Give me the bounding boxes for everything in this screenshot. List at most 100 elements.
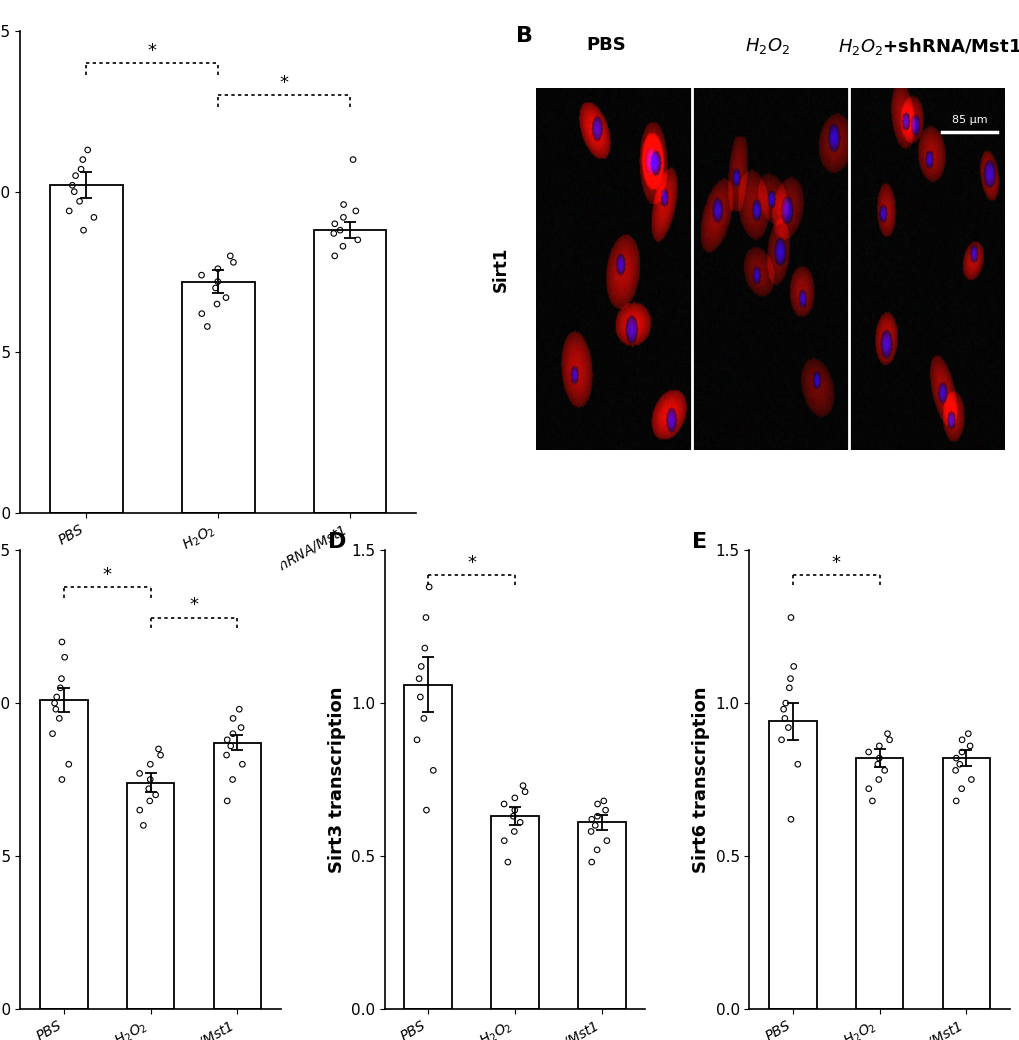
Point bbox=[350, 232, 366, 249]
Point bbox=[142, 756, 158, 773]
Point bbox=[225, 254, 242, 270]
Point bbox=[878, 725, 895, 742]
Point bbox=[515, 777, 531, 794]
Text: *: * bbox=[830, 553, 840, 572]
Text: 85 μm: 85 μm bbox=[951, 114, 986, 125]
Point bbox=[54, 633, 70, 650]
Point bbox=[589, 796, 605, 812]
Point bbox=[411, 671, 427, 687]
Point bbox=[588, 841, 604, 858]
Point bbox=[210, 260, 226, 277]
Point bbox=[953, 780, 969, 797]
Point bbox=[222, 248, 238, 264]
Point bbox=[71, 193, 88, 210]
Text: $H_2O_2$: $H_2O_2$ bbox=[745, 36, 790, 56]
Point bbox=[326, 215, 342, 232]
Point bbox=[136, 817, 152, 834]
Point bbox=[234, 756, 251, 773]
Bar bbox=[855, 758, 903, 1009]
Point bbox=[64, 177, 81, 193]
Point bbox=[517, 783, 533, 800]
Point bbox=[67, 167, 84, 184]
Point bbox=[347, 203, 364, 219]
Point bbox=[774, 701, 791, 718]
Point bbox=[74, 151, 91, 167]
Point bbox=[224, 772, 240, 788]
Point bbox=[44, 725, 60, 742]
Point bbox=[51, 710, 67, 727]
Bar bbox=[213, 743, 261, 1009]
Text: *: * bbox=[103, 566, 111, 583]
Text: *: * bbox=[279, 74, 288, 93]
Point bbox=[595, 792, 611, 809]
Point bbox=[421, 578, 437, 595]
Bar bbox=[50, 185, 122, 513]
Bar bbox=[942, 758, 989, 1009]
Point bbox=[505, 824, 522, 840]
Point bbox=[772, 731, 789, 748]
Bar bbox=[314, 230, 386, 513]
Point bbox=[416, 710, 432, 727]
Point bbox=[335, 209, 352, 226]
Point bbox=[199, 318, 215, 335]
Text: *: * bbox=[148, 42, 157, 60]
Point bbox=[231, 701, 248, 718]
Point bbox=[598, 832, 614, 849]
Point bbox=[325, 225, 341, 241]
Point bbox=[961, 737, 977, 754]
Point bbox=[789, 756, 805, 773]
Point bbox=[776, 695, 793, 711]
Point bbox=[880, 731, 897, 748]
Point bbox=[60, 756, 76, 773]
Point bbox=[218, 747, 234, 763]
Point bbox=[326, 248, 342, 264]
Point bbox=[869, 756, 886, 773]
Point bbox=[148, 786, 164, 803]
Point bbox=[860, 780, 876, 797]
Text: PBS: PBS bbox=[586, 36, 626, 54]
Point bbox=[48, 701, 64, 718]
Point bbox=[418, 802, 434, 818]
Text: $H_2O_2$+shRNA/Mst1: $H_2O_2$+shRNA/Mst1 bbox=[837, 36, 1019, 57]
Point bbox=[53, 671, 69, 687]
Point bbox=[504, 808, 521, 825]
Point bbox=[499, 854, 516, 870]
Bar bbox=[126, 782, 174, 1009]
Point bbox=[512, 814, 528, 831]
Point bbox=[495, 832, 512, 849]
Point bbox=[219, 792, 235, 809]
Point bbox=[962, 772, 978, 788]
Point bbox=[207, 280, 223, 296]
Point bbox=[780, 720, 796, 736]
Point bbox=[953, 744, 969, 760]
Point bbox=[52, 679, 68, 696]
Point bbox=[951, 756, 967, 773]
Point bbox=[72, 161, 89, 178]
Point bbox=[210, 274, 226, 290]
Point bbox=[131, 765, 148, 782]
Point bbox=[418, 609, 434, 626]
Point bbox=[79, 141, 96, 158]
Point bbox=[781, 679, 797, 696]
Point bbox=[66, 183, 83, 200]
Point bbox=[335, 197, 352, 213]
Point bbox=[870, 737, 887, 754]
Point bbox=[947, 792, 963, 809]
Point bbox=[583, 824, 599, 840]
Point bbox=[860, 744, 876, 760]
Point bbox=[782, 671, 798, 687]
Point bbox=[785, 658, 801, 675]
Point bbox=[959, 725, 975, 742]
Point bbox=[506, 789, 523, 806]
Bar bbox=[491, 816, 538, 1009]
Text: B: B bbox=[516, 26, 532, 46]
Point bbox=[334, 238, 351, 255]
Point bbox=[61, 203, 77, 219]
Point bbox=[75, 222, 92, 238]
Point bbox=[495, 796, 512, 812]
Text: *: * bbox=[467, 553, 476, 572]
Point bbox=[583, 854, 599, 870]
Point bbox=[54, 772, 70, 788]
Point bbox=[131, 802, 148, 818]
Point bbox=[86, 209, 102, 226]
